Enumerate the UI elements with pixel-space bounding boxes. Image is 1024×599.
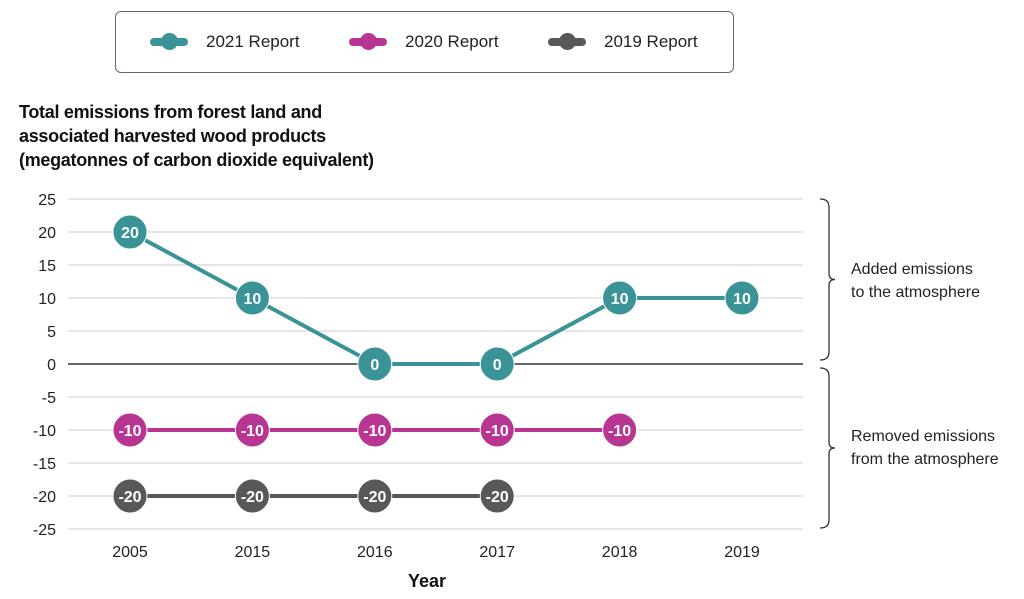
data-label: -20: [118, 489, 141, 506]
legend-label: 2019 Report: [604, 32, 698, 51]
data-point: [724, 280, 760, 316]
data-point: [479, 478, 515, 514]
data-point: [234, 478, 270, 514]
series-line: [129, 230, 742, 366]
x-tick-label: 2018: [602, 544, 638, 561]
legend: 2021 Report 2020 Report 2019 Report: [115, 11, 734, 73]
data-label: 0: [370, 357, 379, 374]
y-tick-label: 25: [38, 192, 56, 209]
bracket: [819, 367, 836, 529]
legend-item-2019: 2019 Report: [548, 32, 698, 52]
chart-title: Total emissions from forest land and ass…: [19, 100, 374, 172]
legend-label: 2021 Report: [206, 32, 300, 51]
data-label: -20: [241, 489, 264, 506]
x-tick-label: 2017: [479, 544, 515, 561]
annotation-line: Added emissions: [851, 261, 973, 278]
y-tick-label: -5: [42, 390, 56, 407]
data-point: [357, 412, 393, 448]
y-tick-label: 10: [38, 291, 56, 308]
x-tick-label: 2015: [235, 544, 271, 561]
data-point: [112, 214, 148, 250]
annotation-added: Added emissions to the atmosphere: [851, 258, 980, 304]
data-label: -10: [363, 423, 386, 440]
data-point: [112, 412, 148, 448]
legend-swatch: [349, 33, 387, 50]
data-label: 10: [244, 291, 262, 308]
title-line: (megatonnes of carbon dioxide equivalent…: [19, 150, 374, 170]
data-label: 0: [493, 357, 502, 374]
data-label: -20: [363, 489, 386, 506]
legend-label: 2020 Report: [405, 32, 499, 51]
y-tick-label: -25: [33, 522, 56, 539]
y-tick-label: -20: [33, 489, 56, 506]
annotation-removed: Removed emissions from the atmosphere: [851, 425, 999, 471]
data-label: -10: [118, 423, 141, 440]
title-line: Total emissions from forest land and: [19, 102, 322, 122]
data-label: -10: [608, 423, 631, 440]
data-label: -10: [241, 423, 264, 440]
data-label: -10: [486, 423, 509, 440]
data-point: [602, 412, 638, 448]
data-point: [112, 478, 148, 514]
y-tick-label: 15: [38, 258, 56, 275]
data-label: 10: [733, 291, 751, 308]
data-label: -20: [486, 489, 509, 506]
y-tick-label: -15: [33, 456, 56, 473]
x-tick-label: 2016: [357, 544, 393, 561]
y-tick-label: -10: [33, 423, 56, 440]
annotation-line: to the atmosphere: [851, 284, 980, 301]
data-point: [602, 280, 638, 316]
legend-item-2020: 2020 Report: [349, 32, 499, 52]
title-line: associated harvested wood products: [19, 126, 326, 146]
data-point: [357, 346, 393, 382]
data-label: 20: [121, 225, 139, 242]
bracket: [819, 198, 836, 361]
data-point: [234, 280, 270, 316]
data-point: [357, 478, 393, 514]
legend-swatch: [150, 33, 188, 50]
data-point: [234, 412, 270, 448]
x-tick-label: 2005: [112, 544, 148, 561]
y-tick-label: 0: [47, 357, 56, 374]
legend-item-2021: 2021 Report: [150, 32, 300, 52]
data-point: [479, 346, 515, 382]
data-label: 10: [611, 291, 629, 308]
legend-swatch: [548, 33, 586, 50]
y-tick-label: 5: [47, 324, 56, 341]
x-tick-label: 2019: [724, 544, 760, 561]
y-tick-label: 20: [38, 225, 56, 242]
annotation-line: from the atmosphere: [851, 451, 999, 468]
x-axis-label: Year: [408, 571, 446, 591]
data-point: [479, 412, 515, 448]
annotation-line: Removed emissions: [851, 428, 996, 445]
